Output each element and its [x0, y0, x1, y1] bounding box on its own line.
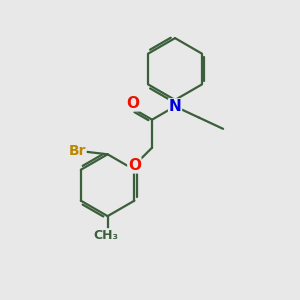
Text: N: N: [169, 99, 182, 114]
Text: Br: Br: [68, 144, 86, 158]
Text: CH₃: CH₃: [94, 229, 118, 242]
Text: O: O: [127, 96, 140, 111]
Text: O: O: [128, 158, 141, 173]
